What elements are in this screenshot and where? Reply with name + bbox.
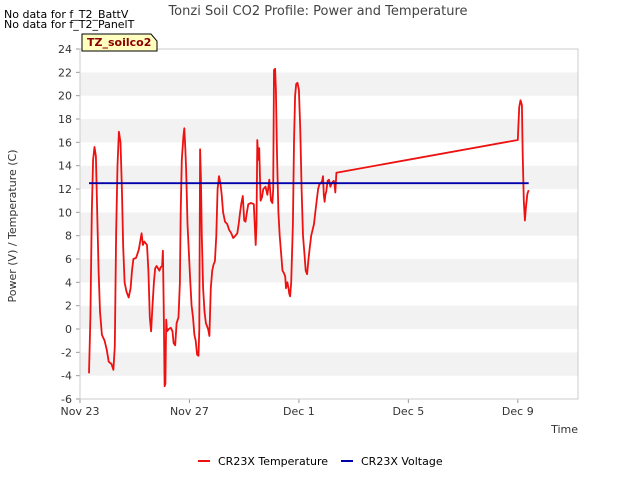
grid-band [80,282,578,306]
grid-band [80,305,578,329]
grid-band [80,165,578,189]
legend: CR23X Temperature CR23X Voltage [198,455,443,468]
y-tick-label: 4 [65,276,72,289]
grid-band [80,375,578,399]
x-axis-label: Time [550,423,578,436]
grid-band [80,259,578,283]
grid-band [80,352,578,376]
y-tick-label: 24 [58,43,72,56]
grid-band [80,235,578,259]
legend-label-temperature: CR23X Temperature [218,455,328,468]
badge-box [81,33,158,52]
x-tick-label: Nov 23 [61,405,100,418]
grid-band [80,212,578,236]
y-tick-label: 20 [58,90,72,103]
badge-label: TZ_soilco2 [87,36,151,49]
y-tick-label: 14 [58,160,72,173]
y-tick-label: 2 [65,300,72,313]
y-tick-label: 16 [58,136,72,149]
y-tick-label: 0 [65,323,72,336]
y-tick-label: 6 [65,253,72,266]
grid-bands [80,49,578,399]
legend-label-voltage: CR23X Voltage [361,455,443,468]
y-tick-label: 22 [58,66,72,79]
no-data-message-battv: No data for f_T2_BattV [4,8,129,21]
series-line-temperature [88,67,530,388]
y-tick-label: -4 [61,370,72,383]
grid-band [80,95,578,119]
grid-band [80,189,578,213]
no-data-message-panelt: No data for f_T2_PanelT [4,18,135,31]
y-tick-label: -6 [61,393,72,406]
y-tick-label: 18 [58,113,72,126]
grid-band [80,119,578,143]
badge: TZ_soilco2 [81,33,158,52]
y-tick-label: 8 [65,230,72,243]
y-tick-label: -2 [61,346,72,359]
chart-title: Tonzi Soil CO2 Profile: Power and Temper… [167,4,467,19]
x-tick-label: Nov 27 [170,405,209,418]
y-tick-label: 12 [58,183,72,196]
y-tick-label: 10 [58,206,72,219]
x-tick-label: Dec 1 [283,405,315,418]
grid-band [80,49,578,73]
grid-band [80,142,578,166]
x-tick-label: Dec 5 [392,405,424,418]
x-axis-ticks: Nov 23 Nov 27 Dec 1 Dec 5 Dec 9 [61,399,534,418]
series-layer [88,67,530,388]
plot-frame [79,48,579,400]
grid-band [80,329,578,353]
y-axis-label: Power (V) / Temperature (C) [6,149,19,302]
grid-band [80,72,578,96]
x-tick-label: Dec 9 [502,405,534,418]
